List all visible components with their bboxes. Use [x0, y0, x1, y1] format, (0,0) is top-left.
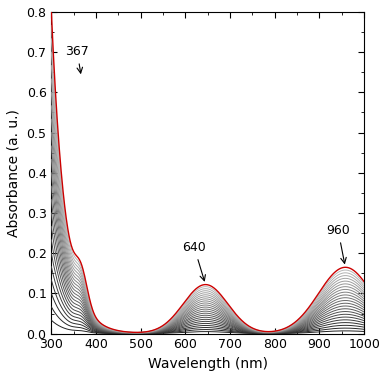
Text: 960: 960 [326, 224, 350, 263]
Text: 367: 367 [65, 45, 89, 73]
Y-axis label: Absorbance (a. u.): Absorbance (a. u.) [7, 109, 21, 237]
Text: 640: 640 [182, 241, 206, 281]
X-axis label: Wavelength (nm): Wavelength (nm) [148, 357, 268, 371]
